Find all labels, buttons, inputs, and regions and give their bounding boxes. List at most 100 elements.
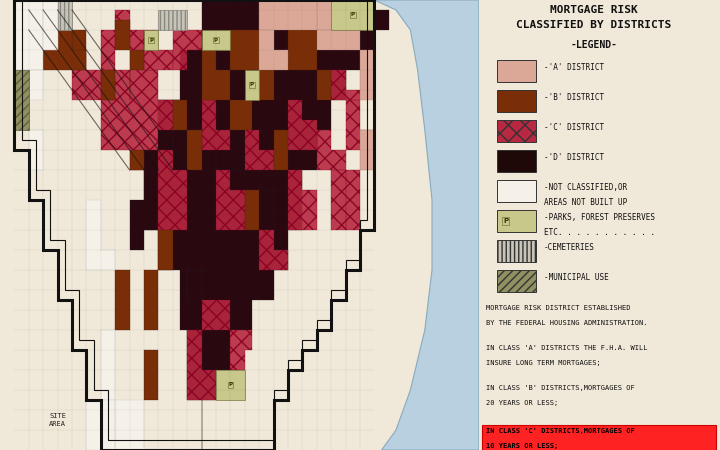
Polygon shape xyxy=(202,30,230,50)
Polygon shape xyxy=(144,0,389,450)
Polygon shape xyxy=(288,30,317,70)
Polygon shape xyxy=(72,30,86,70)
Text: P: P xyxy=(503,218,508,224)
Polygon shape xyxy=(245,190,259,230)
Bar xyxy=(482,425,716,450)
Text: IN CLASS 'B' DISTRICTS,MORTGAGES OF: IN CLASS 'B' DISTRICTS,MORTGAGES OF xyxy=(486,385,635,391)
Polygon shape xyxy=(130,150,158,250)
Polygon shape xyxy=(187,130,202,170)
Polygon shape xyxy=(216,370,245,400)
Polygon shape xyxy=(331,170,346,230)
Bar xyxy=(497,150,536,172)
Polygon shape xyxy=(158,230,173,270)
Polygon shape xyxy=(346,100,374,150)
Text: IN CLASS 'A' DISTRICTS THE F.H.A. WILL: IN CLASS 'A' DISTRICTS THE F.H.A. WILL xyxy=(486,345,647,351)
Polygon shape xyxy=(202,100,230,150)
Text: 10 YEARS OR LESS;: 10 YEARS OR LESS; xyxy=(486,443,558,449)
Polygon shape xyxy=(259,30,288,70)
Text: AREAS NOT BUILT UP: AREAS NOT BUILT UP xyxy=(544,198,627,207)
Polygon shape xyxy=(288,170,317,230)
Polygon shape xyxy=(274,130,288,170)
Polygon shape xyxy=(216,130,238,170)
Polygon shape xyxy=(252,190,274,230)
Text: -MUNICIPAL USE: -MUNICIPAL USE xyxy=(544,273,608,282)
Text: -CEMETERIES: -CEMETERIES xyxy=(544,243,595,252)
Polygon shape xyxy=(331,70,360,100)
Polygon shape xyxy=(115,400,144,450)
Bar xyxy=(497,180,536,202)
Text: -LEGEND-: -LEGEND- xyxy=(570,40,618,50)
Polygon shape xyxy=(360,50,374,100)
Text: -'B' DISTRICT: -'B' DISTRICT xyxy=(544,93,604,102)
Text: MORTGAGE RISK: MORTGAGE RISK xyxy=(550,5,638,15)
Polygon shape xyxy=(144,30,158,50)
Text: INSURE LONG TERM MORTGAGES;: INSURE LONG TERM MORTGAGES; xyxy=(486,360,600,366)
Polygon shape xyxy=(144,30,173,70)
Polygon shape xyxy=(43,0,58,50)
Polygon shape xyxy=(202,50,230,100)
Polygon shape xyxy=(288,100,317,150)
Polygon shape xyxy=(317,0,374,30)
Text: CLASSIFIED BY DISTRICTS: CLASSIFIED BY DISTRICTS xyxy=(516,20,672,30)
Bar xyxy=(497,270,536,292)
Polygon shape xyxy=(245,70,259,100)
Text: MORTGAGE RISK DISTRICT ESTABLISHED: MORTGAGE RISK DISTRICT ESTABLISHED xyxy=(486,305,631,311)
Polygon shape xyxy=(202,300,230,330)
Polygon shape xyxy=(29,130,43,170)
Polygon shape xyxy=(43,20,86,70)
Polygon shape xyxy=(317,30,360,50)
Text: P: P xyxy=(228,382,233,387)
Text: P: P xyxy=(214,37,218,42)
Polygon shape xyxy=(360,130,374,170)
Polygon shape xyxy=(130,50,144,100)
Text: P: P xyxy=(149,37,153,42)
Polygon shape xyxy=(101,10,130,70)
Text: 20 YEARS OR LESS;: 20 YEARS OR LESS; xyxy=(486,400,558,406)
Polygon shape xyxy=(86,400,115,450)
Polygon shape xyxy=(101,70,115,100)
Polygon shape xyxy=(58,0,72,30)
Polygon shape xyxy=(230,330,252,370)
Polygon shape xyxy=(259,0,317,30)
Bar xyxy=(497,90,536,112)
Text: IN CLASS 'C' DISTRICTS,MORTGAGES OF: IN CLASS 'C' DISTRICTS,MORTGAGES OF xyxy=(486,428,635,434)
Polygon shape xyxy=(230,30,259,70)
Polygon shape xyxy=(245,130,274,170)
Polygon shape xyxy=(187,270,202,300)
Text: -PARKS, FOREST PRESERVES: -PARKS, FOREST PRESERVES xyxy=(544,213,654,222)
Polygon shape xyxy=(72,50,101,100)
Polygon shape xyxy=(14,70,29,130)
Text: -'C' DISTRICT: -'C' DISTRICT xyxy=(544,123,604,132)
Polygon shape xyxy=(187,330,216,400)
Polygon shape xyxy=(101,330,115,400)
Text: -'A' DISTRICT: -'A' DISTRICT xyxy=(544,63,604,72)
Polygon shape xyxy=(158,10,187,30)
Polygon shape xyxy=(86,200,115,270)
Bar xyxy=(497,120,536,142)
Polygon shape xyxy=(144,270,158,330)
Text: P: P xyxy=(250,82,254,87)
Text: SITE
AREA: SITE AREA xyxy=(49,414,66,427)
Polygon shape xyxy=(230,100,252,130)
Text: BY THE FEDERAL HOUSING ADMINISTRATION.: BY THE FEDERAL HOUSING ADMINISTRATION. xyxy=(486,320,647,326)
Polygon shape xyxy=(259,230,288,270)
Polygon shape xyxy=(115,20,130,50)
Text: -NOT CLASSIFIED,OR: -NOT CLASSIFIED,OR xyxy=(544,183,627,192)
Polygon shape xyxy=(374,0,479,450)
Bar xyxy=(497,240,536,262)
Text: ETC. . . . . . . . . . .: ETC. . . . . . . . . . . xyxy=(544,228,654,237)
Polygon shape xyxy=(158,150,187,230)
Polygon shape xyxy=(317,70,331,100)
Text: -'D' DISTRICT: -'D' DISTRICT xyxy=(544,153,604,162)
Polygon shape xyxy=(173,30,202,70)
Polygon shape xyxy=(115,270,130,330)
Polygon shape xyxy=(173,100,187,130)
Polygon shape xyxy=(158,100,180,150)
Polygon shape xyxy=(101,30,173,170)
Polygon shape xyxy=(144,350,158,400)
Polygon shape xyxy=(317,130,346,170)
Text: P: P xyxy=(351,13,355,18)
Bar xyxy=(497,210,536,232)
Polygon shape xyxy=(346,170,360,230)
Polygon shape xyxy=(14,0,43,70)
